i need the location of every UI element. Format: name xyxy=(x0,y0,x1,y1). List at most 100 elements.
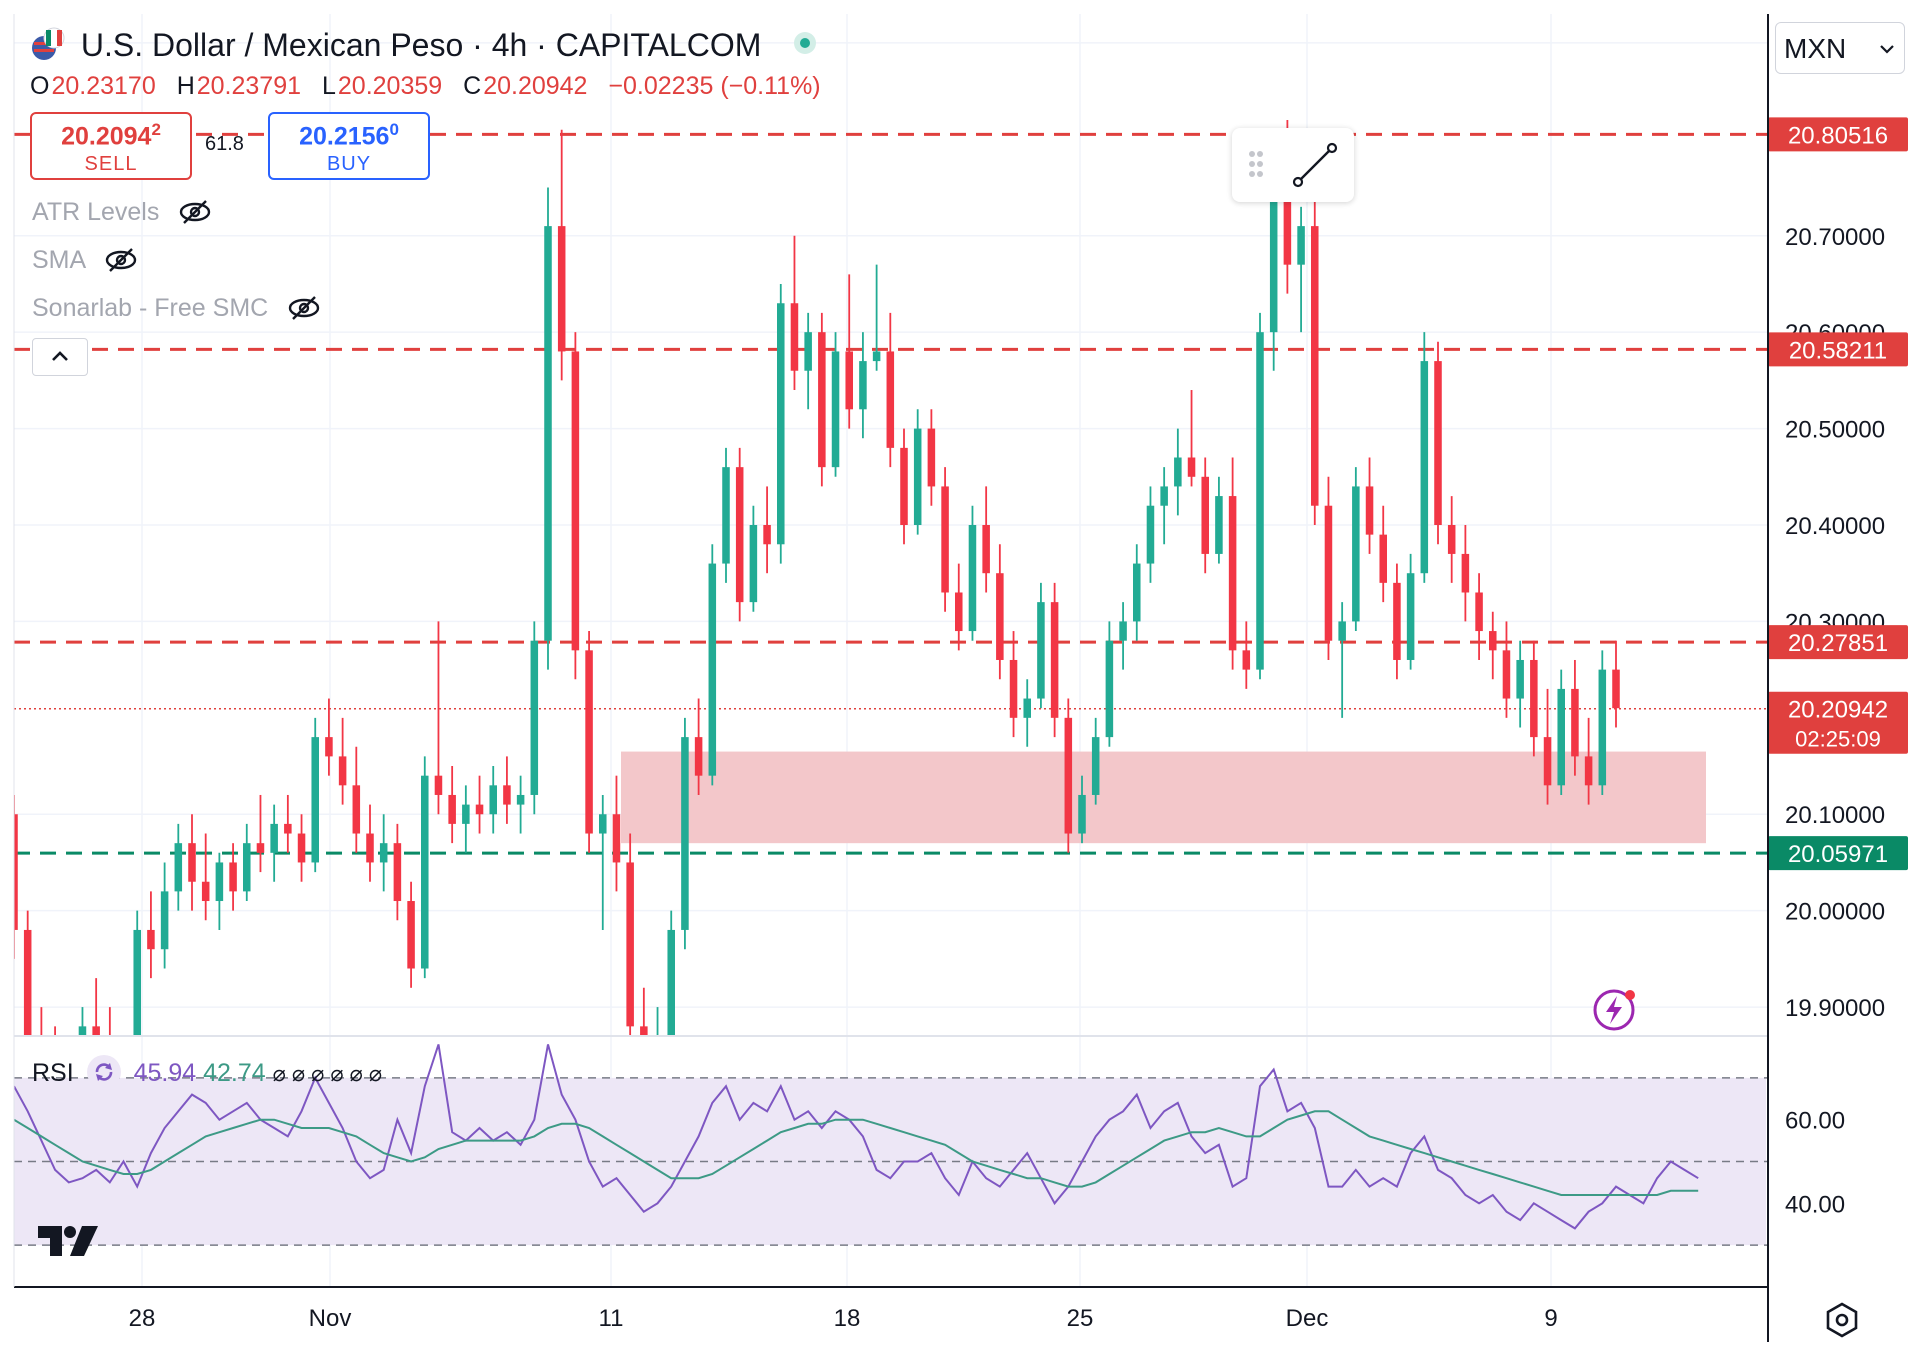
candle-body xyxy=(1502,650,1511,699)
market-status-dot xyxy=(794,32,817,54)
candle-body xyxy=(1598,669,1607,786)
candle-body xyxy=(448,794,456,824)
buy-price: 20.2156 xyxy=(299,122,390,151)
candle-body xyxy=(338,756,347,786)
candle-body xyxy=(1379,534,1387,583)
candle-body xyxy=(1475,592,1483,632)
candle-body xyxy=(1324,505,1333,641)
chevron-down-icon xyxy=(1880,45,1894,54)
candle-body xyxy=(1187,457,1196,477)
candle-body xyxy=(147,929,155,950)
candle-body xyxy=(749,525,758,603)
level-tag xyxy=(1768,332,1908,367)
candle-body xyxy=(982,525,990,574)
indicator-sonarlab[interactable]: Sonarlab - Free SMC xyxy=(32,294,321,323)
spread-value: 61.8 xyxy=(205,133,244,155)
x-tick-label: Dec xyxy=(1286,1305,1329,1332)
eye-crossed-icon[interactable] xyxy=(178,199,212,225)
candle-body xyxy=(585,650,593,834)
sell-button[interactable]: 20.20942 SELL xyxy=(30,112,192,180)
candle-body xyxy=(1365,486,1374,535)
x-tick-label: 9 xyxy=(1544,1305,1557,1332)
sell-price-pip: 2 xyxy=(151,120,161,139)
candle-body xyxy=(1584,756,1593,786)
collapse-indicators-button[interactable] xyxy=(32,338,88,376)
sell-price: 20.2094 xyxy=(61,122,152,151)
candle-body xyxy=(1434,361,1442,525)
ohlc-values: O20.23170 H20.23791 L20.20359 C20.20942 … xyxy=(30,72,835,101)
rsi-ma-line xyxy=(14,1110,1699,1196)
candle-body xyxy=(475,804,484,815)
level-tag xyxy=(1768,625,1908,660)
indicator-label: Sonarlab - Free SMC xyxy=(32,294,269,322)
candle-body xyxy=(379,843,388,863)
tradingview-logo xyxy=(36,1222,100,1263)
candle-body xyxy=(1242,650,1251,670)
x-tick-label: 25 xyxy=(1067,1305,1094,1332)
current-price-label: 20.20942 xyxy=(1788,697,1888,724)
candle-body xyxy=(1447,525,1456,554)
rsi-refresh-icon[interactable] xyxy=(86,1055,121,1089)
candle-body xyxy=(1338,621,1346,641)
candle-body xyxy=(1297,226,1305,265)
candle-body xyxy=(763,525,771,545)
candle-body xyxy=(640,1026,648,1036)
currency-select[interactable]: MXN xyxy=(1775,22,1905,74)
candle-body xyxy=(544,226,552,641)
candle-body xyxy=(352,785,361,834)
candle-body xyxy=(1091,737,1100,795)
rsi-line xyxy=(14,1044,1699,1230)
candle-body xyxy=(859,361,867,410)
y-tick-label: 20.00000 xyxy=(1785,899,1885,926)
candle-body xyxy=(78,1026,87,1036)
candle-body xyxy=(1256,332,1264,670)
y-tick-label: 20.10000 xyxy=(1785,802,1885,829)
candle-body xyxy=(174,843,183,892)
candle-body xyxy=(1612,669,1620,709)
candle-body xyxy=(845,351,853,410)
candle-body xyxy=(229,862,237,892)
y-tick-label: 20.70000 xyxy=(1785,224,1885,251)
x-tick-label: Nov xyxy=(309,1305,352,1332)
candle-body xyxy=(872,351,881,362)
indicator-atr-levels[interactable]: ATR Levels xyxy=(32,198,212,227)
candle-body xyxy=(1133,563,1141,622)
candle-body xyxy=(462,804,470,824)
settings-icon[interactable] xyxy=(1822,1300,1862,1345)
bolt-icon[interactable] xyxy=(1593,989,1635,1031)
candle-body xyxy=(599,814,607,834)
candle-body xyxy=(1420,361,1429,574)
candle-body xyxy=(243,843,251,892)
indicator-sma[interactable]: SMA xyxy=(32,246,138,275)
drawing-toolbar[interactable] xyxy=(1232,128,1354,202)
candle-body xyxy=(900,447,908,525)
candle-body xyxy=(735,467,744,603)
candle-body xyxy=(996,573,1004,660)
rsi-label: RSI xyxy=(32,1059,74,1087)
drag-handle-icon[interactable] xyxy=(1232,128,1354,202)
candle-body xyxy=(790,303,799,371)
candle-body xyxy=(612,814,621,863)
candle-body xyxy=(201,881,210,902)
eye-crossed-icon[interactable] xyxy=(287,295,321,321)
candle-body xyxy=(1461,553,1470,593)
candle-body xyxy=(256,843,265,853)
candle-body xyxy=(777,303,785,545)
candle-body xyxy=(311,737,319,863)
x-tick-label: 11 xyxy=(599,1305,624,1332)
candle-body xyxy=(941,486,949,593)
x-tick-label: 18 xyxy=(834,1305,861,1332)
candle-body xyxy=(708,563,717,776)
candle-body xyxy=(1543,737,1552,786)
candle-body xyxy=(927,428,936,487)
zone-rect xyxy=(621,751,1706,844)
level-tag-label: 20.05971 xyxy=(1788,841,1888,868)
sell-label: SELL xyxy=(84,153,138,176)
eye-crossed-icon[interactable] xyxy=(104,247,138,273)
candle-body xyxy=(557,226,566,352)
candle-body xyxy=(571,351,580,651)
candle-body xyxy=(530,640,539,795)
candle-body xyxy=(1174,457,1182,487)
buy-button[interactable]: 20.21560 BUY xyxy=(268,112,430,180)
